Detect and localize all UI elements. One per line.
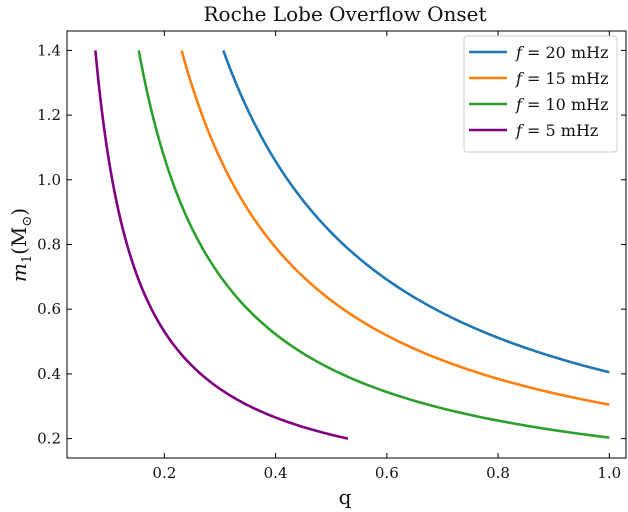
legend-label: f = 15 mHz	[515, 69, 609, 88]
legend-label: f = 10 mHz	[515, 95, 609, 114]
x-tick-label: 0.2	[152, 464, 176, 482]
series-layer	[94, 49, 610, 440]
legend-label-rest: = 10 mHz	[522, 95, 609, 114]
tick-layer: 0.2 0.4 0.6 0.8 1.0 0.2 0.4 0.6 0.8 1.0 1.2 1.4	[37, 31, 626, 482]
y-tick-label: 0.8	[37, 236, 61, 254]
legend-label-var: f	[515, 69, 525, 88]
y-axis-label-main: m	[7, 263, 31, 282]
series-line	[94, 50, 349, 440]
x-axis-label: q	[339, 485, 352, 509]
legend-label-rest: = 20 mHz	[522, 43, 609, 62]
y-axis-label-unit: (M	[7, 227, 31, 255]
y-tick-label: 1.2	[37, 106, 61, 124]
legend-label-var: f	[515, 95, 525, 114]
legend-box	[463, 35, 618, 153]
legend-label-rest: = 15 mHz	[522, 69, 609, 88]
legend-label-rest: = 5 mHz	[522, 121, 598, 140]
series-line	[222, 49, 610, 374]
legend-label-var: f	[515, 43, 525, 62]
y-tick-label: 1.4	[37, 41, 61, 59]
legend-label: f = 20 mHz	[515, 43, 609, 62]
x-tick-label: 0.8	[486, 464, 510, 482]
legend-label-var: f	[515, 121, 525, 140]
y-axis-label: m1(M⊙)	[7, 208, 35, 282]
series-line	[137, 50, 610, 439]
legend-label: f = 5 mHz	[515, 121, 598, 140]
y-tick-label: 0.6	[37, 300, 61, 318]
chart-title: Roche Lobe Overflow Onset	[203, 2, 486, 26]
y-tick-label: 0.4	[37, 365, 61, 383]
x-tick-label: 0.6	[375, 464, 399, 482]
x-tick-label: 1.0	[597, 464, 621, 482]
y-tick-label: 0.2	[37, 430, 61, 448]
y-axis-label-sub: 1	[20, 255, 35, 263]
x-tick-label: 0.4	[264, 464, 288, 482]
series-line	[180, 50, 610, 406]
y-axis-label-close: )	[7, 208, 31, 216]
y-axis-label-unit-sub: ⊙	[20, 216, 35, 227]
y-tick-label: 1.0	[37, 171, 61, 189]
